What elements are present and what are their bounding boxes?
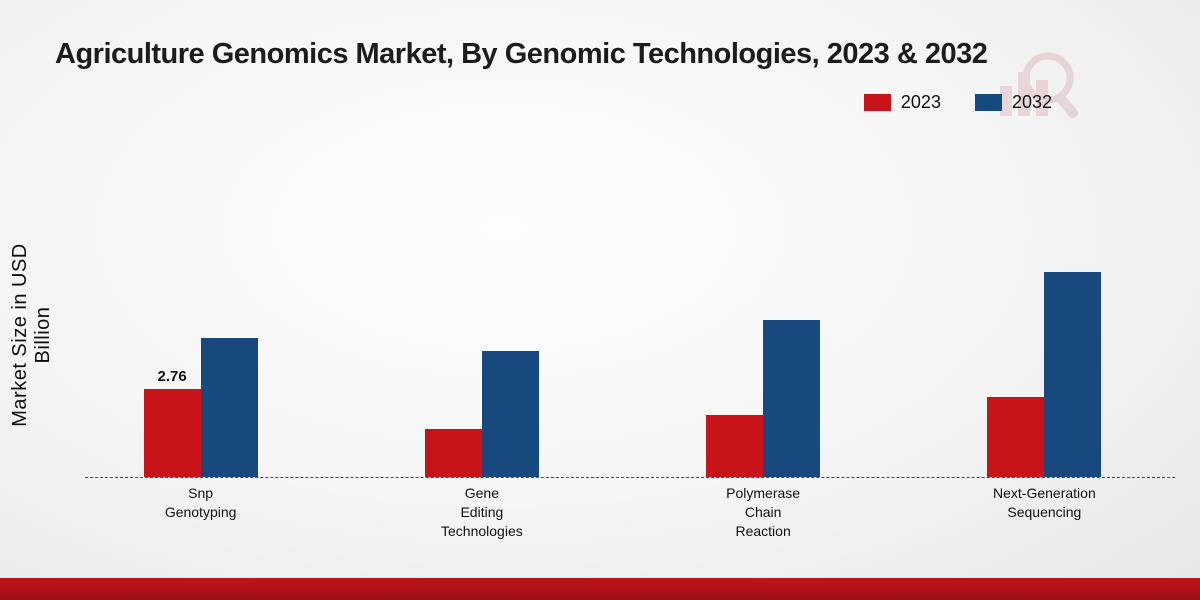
bar-group: 2.76 bbox=[143, 338, 258, 477]
watermark-logo bbox=[1000, 52, 1079, 119]
bar-2023-cat2 bbox=[706, 415, 764, 477]
legend-swatch-icon bbox=[974, 94, 1002, 111]
category-label: Snp Genotyping bbox=[164, 485, 237, 520]
bar-group bbox=[987, 272, 1102, 477]
bar-group bbox=[706, 320, 821, 477]
bar-wrap bbox=[763, 320, 821, 477]
legend-item-2032: 2032 bbox=[974, 92, 1052, 113]
bar-wrap bbox=[481, 351, 539, 477]
plot-area: 2.76 bbox=[60, 157, 1185, 477]
bar-wrap bbox=[706, 415, 764, 477]
bar-2023-cat3 bbox=[987, 397, 1045, 477]
bar-2023-cat1 bbox=[424, 429, 482, 477]
bar-value-label: 2.76 bbox=[157, 368, 187, 385]
bar-2032-cat1 bbox=[481, 351, 539, 477]
chart-legend: 2023 2032 bbox=[863, 92, 1052, 113]
category-label: Next-Generation Sequencing bbox=[993, 485, 1096, 520]
x-axis-baseline bbox=[85, 477, 1175, 478]
y-axis-label: Market Size in USD Billion bbox=[9, 243, 54, 427]
bar-2023-cat0 bbox=[143, 389, 201, 477]
bar-wrap bbox=[1044, 272, 1102, 477]
legend-swatch-icon bbox=[863, 94, 891, 111]
bar-2032-cat3 bbox=[1044, 272, 1102, 477]
bar-2032-cat2 bbox=[763, 320, 821, 477]
bar-group bbox=[424, 351, 539, 477]
legend-item-2023: 2023 bbox=[863, 92, 941, 113]
chart-title: Agriculture Genomics Market, By Genomic … bbox=[55, 38, 988, 70]
footer-accent-bar bbox=[0, 578, 1200, 600]
bar-wrap bbox=[200, 338, 258, 477]
bar-wrap: 2.76 bbox=[143, 368, 201, 477]
legend-label: 2032 bbox=[1011, 92, 1052, 112]
bar-2032-cat0 bbox=[200, 338, 258, 477]
category-label: Polymerase Chain Reaction bbox=[726, 485, 801, 539]
category-labels: Snp Genotyping Gene Editing Technologies P… bbox=[60, 484, 1185, 541]
legend-label: 2023 bbox=[900, 92, 941, 112]
bar-wrap bbox=[987, 397, 1045, 477]
bar-wrap bbox=[424, 429, 482, 477]
category-label: Gene Editing Technologies bbox=[441, 485, 523, 539]
